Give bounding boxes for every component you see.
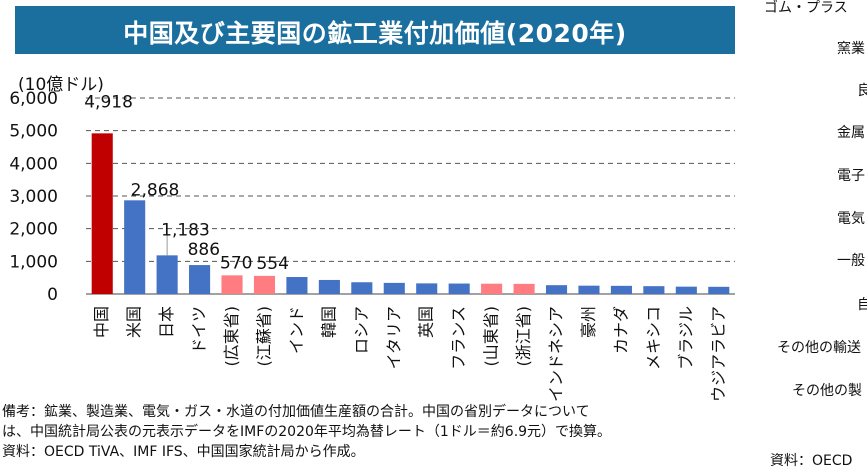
bar-7 <box>318 279 340 294</box>
chart-title-bar: 中国及び主要国の鉱工業付加価値(2020年) <box>15 6 735 54</box>
x-tick-label-1: 米国 <box>125 306 144 338</box>
x-tick-label-5: (江蘇省) <box>254 306 273 367</box>
y-tick-label: 0 <box>47 285 58 305</box>
bar-16 <box>610 285 632 294</box>
y-tick-label: 3,000 <box>9 187 58 207</box>
note-line-3: 資料：OECD TiVA、IMF IFS、中国国家統計局から作成。 <box>2 444 365 460</box>
right-panel-item: ゴム・プラス <box>764 0 848 16</box>
data-label-5: 554 <box>256 254 288 274</box>
bar-5 <box>253 275 276 294</box>
y-tick-labels: 0 1,000 2,000 3,000 4,000 5,000 6,000 <box>9 89 58 305</box>
bar-4 <box>221 275 243 294</box>
bars <box>91 133 730 294</box>
chart-title: 中国及び主要国の鉱工業付加価値(2020年) <box>123 19 627 48</box>
bar-9 <box>383 282 405 294</box>
data-label-1: 2,868 <box>131 180 180 200</box>
x-tick-label-18: ブラジル <box>676 306 695 370</box>
bar-3 <box>189 265 211 294</box>
y-tick-label: 5,000 <box>9 122 58 142</box>
bar-12 <box>481 283 503 294</box>
y-tick-label: 2,000 <box>9 220 58 240</box>
x-tick-label-7: 韓国 <box>319 306 338 338</box>
bar-2 <box>156 255 178 294</box>
notes: 備考：鉱業、製造業、電気・ガス・水道の付加価値生産額の合計。中国の省別データにつ… <box>2 402 737 462</box>
y-tick-label: 6,000 <box>9 89 58 109</box>
x-tick-label-8: ロシア <box>352 306 371 354</box>
x-tick-label-4: (広東省) <box>222 306 241 367</box>
x-tick-label-16: カナダ <box>611 306 630 354</box>
right-panel-item: 自 <box>857 297 867 313</box>
x-tick-label-12: (山東省) <box>482 306 501 367</box>
right-panel-item: 電気 <box>837 211 865 227</box>
right-panel-item: 良 <box>857 83 867 99</box>
right-panel-source: 資料：OECD <box>770 453 853 469</box>
x-tick-label-3: ドイツ <box>190 306 209 354</box>
y-tick-label: 4,000 <box>9 154 58 174</box>
right-panel-item: 電子 <box>837 168 865 184</box>
right-panel-item: 金属 <box>837 125 865 141</box>
x-tick-label-17: メキシコ <box>644 306 663 370</box>
bar-18 <box>675 286 697 294</box>
x-tick-label-6: インド <box>287 306 306 354</box>
x-tick-label-15: 豪州 <box>579 306 598 338</box>
bar-14 <box>545 285 568 294</box>
note-line-2: は、中国統計局公表の元表示データをIMFの2020年平均為替レート（1ドル＝約6… <box>2 424 612 440</box>
x-tick-label-14: インドネシア <box>547 306 566 402</box>
adjacent-chart-fragment: ゴム・プラス 窯業 良 金属 電子 電気 一般 自 その他の輸送 その他の製 資… <box>742 0 867 472</box>
data-label-3: 886 <box>188 240 220 260</box>
right-panel-item: 窯業 <box>837 41 865 57</box>
note-line-1: 備考：鉱業、製造業、電気・ガス・水道の付加価値生産額の合計。中国の省別データにつ… <box>2 404 590 420</box>
right-panel-item: その他の製 <box>792 383 862 399</box>
right-panel-item: その他の輸送 <box>777 340 861 356</box>
data-label-4: 570 <box>220 253 252 273</box>
x-tick-label-0: 中国 <box>92 306 111 338</box>
x-tick-label-11: フランス <box>449 306 468 370</box>
data-label-2: 1,183 <box>161 220 210 240</box>
right-panel-item: 一般 <box>837 253 865 269</box>
bar-0 <box>91 133 113 294</box>
data-label-0: 4,918 <box>84 92 133 112</box>
x-tick-label-13: (浙江省) <box>514 306 533 367</box>
bar-chart: 0 1,000 2,000 3,000 4,000 5,000 6,000 4,918 2,8… <box>9 89 735 402</box>
bar-13 <box>513 283 535 294</box>
x-tick-labels: 中国 米国 日本 ドイツ (広東省) (江蘇省) インド 韓国 ロシア イタリア 英国 フランス (山東… <box>92 306 728 402</box>
y-axis-unit-label: (10億ドル) <box>18 75 104 95</box>
bar-19 <box>708 286 730 294</box>
bar-6 <box>286 277 308 294</box>
gridlines <box>86 97 735 295</box>
bar-1 <box>124 200 146 294</box>
bar-8 <box>351 282 373 294</box>
bar-15 <box>578 285 600 294</box>
x-tick-label-2: 日本 <box>157 306 176 338</box>
bar-17 <box>643 286 665 294</box>
x-tick-label-19: サウジアラビア <box>709 306 728 402</box>
bar-10 <box>416 283 438 294</box>
bar-11 <box>448 283 470 294</box>
x-tick-label-10: 英国 <box>417 306 436 338</box>
x-tick-label-9: イタリア <box>384 306 403 369</box>
y-tick-label: 1,000 <box>9 252 58 272</box>
